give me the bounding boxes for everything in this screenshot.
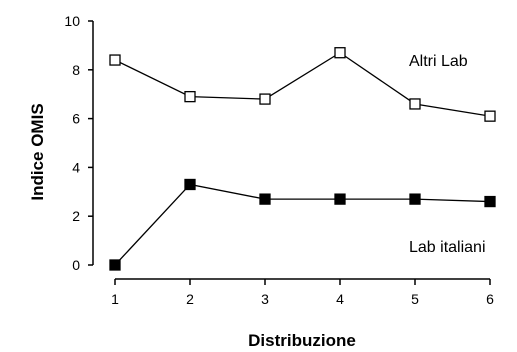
y-tick-label: 10: [64, 13, 80, 29]
y-tick-label: 4: [72, 159, 80, 175]
series-line-1: [114, 183, 491, 266]
x-tick-label: 1: [111, 291, 119, 307]
series-layer: [109, 47, 496, 271]
chart-axes: [92, 21, 490, 280]
y-tick-label: 8: [72, 62, 80, 78]
data-point-marker: [109, 259, 121, 271]
data-point-marker: [409, 98, 421, 110]
y-axis-title: Indice OMIS: [28, 103, 47, 200]
data-point-marker: [334, 47, 346, 59]
y-tick-label: 6: [72, 111, 80, 127]
data-point-marker: [184, 90, 196, 103]
data-point-marker: [109, 54, 121, 66]
data-point-marker: [259, 193, 271, 205]
x-tick-label: 6: [486, 291, 494, 307]
series-line-0: [114, 51, 491, 117]
y-tick-label: 2: [72, 208, 80, 224]
series-label-lab-italiani: Lab italiani: [409, 239, 486, 256]
data-point-marker: [409, 193, 421, 205]
data-point-marker: [334, 193, 346, 205]
data-point-marker: [259, 93, 271, 105]
y-axis-ticks: 0 2 4 6 8 10: [64, 13, 93, 273]
data-point-marker: [184, 178, 196, 191]
x-tick-label: 5: [411, 291, 419, 307]
series-label-altri-lab: Altri Lab: [409, 53, 468, 70]
x-tick-label: 4: [336, 291, 344, 307]
x-tick-label: 2: [186, 291, 194, 307]
data-point-marker: [484, 195, 496, 208]
x-axis-title: Distribuzione: [248, 331, 356, 350]
x-axis-ticks: 1 2 3 4 5 6: [111, 279, 494, 307]
data-point-marker: [484, 110, 496, 122]
x-tick-label: 3: [261, 291, 269, 307]
y-tick-label: 0: [72, 257, 80, 273]
